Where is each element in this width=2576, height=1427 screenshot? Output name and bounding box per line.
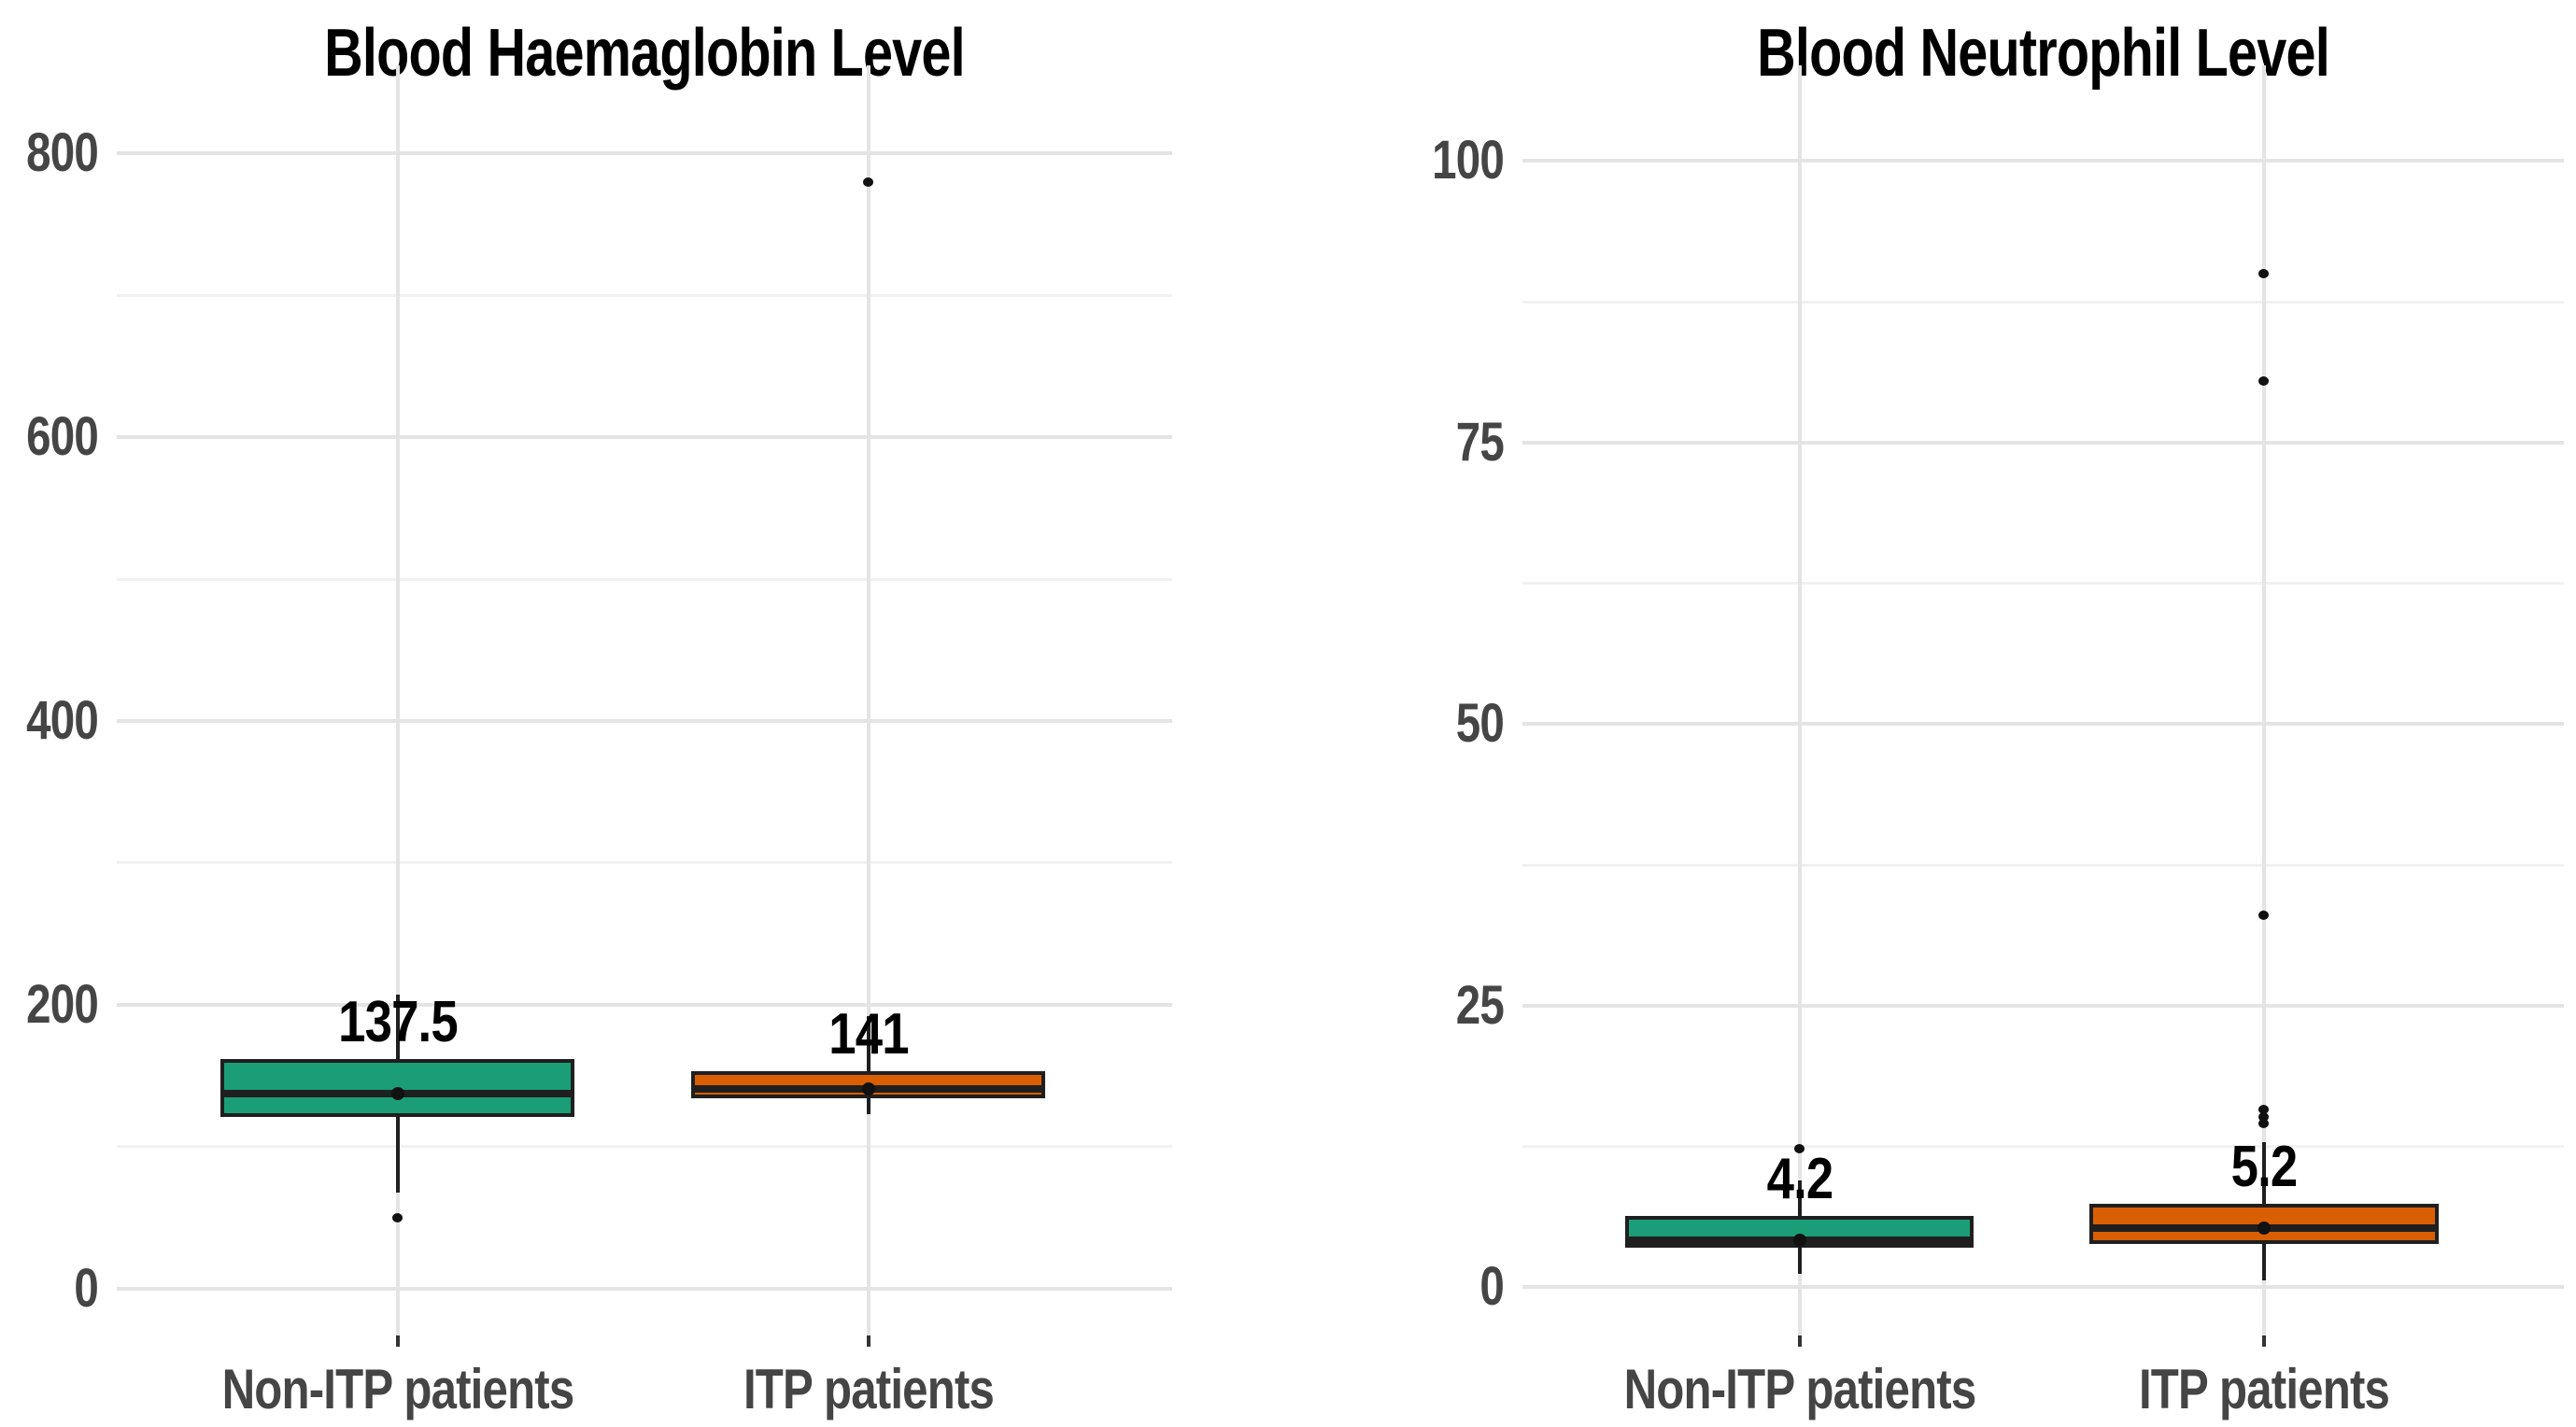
minor-gridline <box>117 1145 1172 1149</box>
minor-gridline <box>1522 582 2564 586</box>
major-gridline <box>1522 722 2564 727</box>
outlier-dot <box>2258 375 2270 386</box>
minor-gridline <box>117 577 1172 581</box>
y-axis-tick-label: 400 <box>26 690 99 752</box>
y-axis-tick-label: 50 <box>1455 693 1505 755</box>
category-gridline <box>1797 65 1802 1335</box>
mean-dot <box>861 1081 875 1095</box>
boxplot-whisker-lower <box>2261 1244 2266 1280</box>
boxplot-whisker-lower <box>866 1098 870 1114</box>
boxplot-whisker-upper <box>1797 1180 1802 1217</box>
boxplot-whisker-upper <box>2261 1141 2266 1204</box>
median-value-label: 4.2 <box>1766 1147 1833 1212</box>
left-chart-title: Blood Haemaglobin Level <box>324 16 966 91</box>
outlier-dot <box>2258 911 2270 921</box>
minor-gridline <box>1522 1144 2564 1148</box>
major-gridline <box>1522 159 2564 163</box>
major-gridline <box>117 435 1172 440</box>
median-value-label: 141 <box>828 1002 909 1067</box>
major-gridline <box>1522 1285 2564 1290</box>
y-axis-tick-label: 0 <box>74 1257 98 1319</box>
major-gridline <box>117 719 1172 724</box>
category-gridline <box>866 65 870 1335</box>
boxplot-whisker-lower <box>395 1116 400 1193</box>
major-gridline <box>1522 440 2564 445</box>
mean-dot <box>390 1086 404 1100</box>
outlier-dot <box>2258 1119 2270 1129</box>
y-axis-tick-label: 200 <box>26 973 99 1035</box>
y-axis-tick-label: 800 <box>26 122 99 184</box>
y-axis-tick-label: 25 <box>1455 974 1505 1036</box>
y-axis-tick-label: 75 <box>1455 411 1505 473</box>
x-axis-tick <box>1797 1335 1802 1347</box>
mean-dot <box>2257 1222 2271 1236</box>
minor-gridline <box>117 861 1172 865</box>
y-axis-tick-label: 600 <box>26 406 99 468</box>
major-gridline <box>1522 1003 2564 1008</box>
category-gridline <box>2261 65 2266 1335</box>
outlier-dot <box>1794 1143 1805 1153</box>
minor-gridline <box>1522 300 2564 304</box>
outlier-dot <box>2258 1112 2270 1123</box>
y-axis-tick-label: 100 <box>1432 130 1505 191</box>
x-axis-tick <box>866 1335 870 1347</box>
x-axis-category-label: ITP patients <box>2138 1358 2390 1420</box>
outlier-dot <box>2258 269 2270 279</box>
minor-gridline <box>1522 863 2564 867</box>
x-axis-category-label: Non-ITP patients <box>1623 1358 1976 1420</box>
y-axis-tick-label: 0 <box>1479 1256 1504 1318</box>
boxplot-whisker-upper <box>395 995 400 1059</box>
median-value-label: 137.5 <box>337 989 458 1054</box>
right-chart-title: Blood Neutrophil Level <box>1757 16 2330 91</box>
x-axis-category-label: Non-ITP patients <box>221 1358 574 1420</box>
outlier-dot <box>863 177 874 187</box>
mean-dot <box>1792 1233 1806 1247</box>
outlier-dot <box>392 1212 403 1222</box>
boxplot-whisker-lower <box>1797 1247 1802 1274</box>
x-axis-category-label: ITP patients <box>743 1358 994 1420</box>
x-axis-tick <box>2261 1335 2266 1347</box>
major-gridline <box>117 1002 1172 1007</box>
x-axis-tick <box>395 1335 400 1347</box>
minor-gridline <box>117 293 1172 297</box>
major-gridline <box>117 151 1172 156</box>
category-gridline <box>395 65 400 1335</box>
outlier-dot <box>2258 1104 2270 1114</box>
median-value-label: 5.2 <box>2230 1134 2299 1199</box>
major-gridline <box>117 1286 1172 1291</box>
boxplot-whisker-upper <box>866 1016 870 1072</box>
